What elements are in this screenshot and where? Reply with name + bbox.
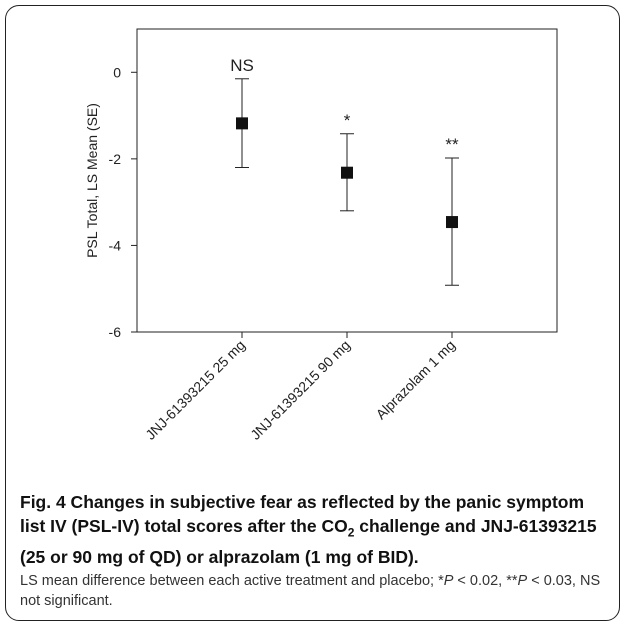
figure-caption: Fig. 4 Changes in subjective fear as ref… (20, 490, 610, 612)
figure-frame (5, 5, 620, 621)
x-tick-label: Alprazolam 1 mg (373, 337, 459, 423)
y-tick-label: -2 (109, 151, 122, 167)
caption-title: Fig. 4 Changes in subjective fear as ref… (20, 492, 597, 567)
data-point (236, 117, 248, 130)
significance-label: * (344, 111, 351, 130)
y-tick-label: -4 (109, 237, 122, 253)
data-point (446, 216, 458, 229)
significance-label: ** (445, 135, 459, 154)
x-tick-label: JNJ-61393215 25 mg (142, 337, 248, 443)
chart: 0 -2 -4 -6 PSL Total, LS Mean (SE) JNJ-613932… (84, 28, 558, 443)
data-point (341, 166, 353, 179)
y-tick-label: 0 (113, 64, 121, 80)
y-axis-title: PSL Total, LS Mean (SE) (84, 103, 100, 258)
x-tick-label: JNJ-61393215 90 mg (247, 337, 353, 443)
y-tick-label: -6 (109, 324, 122, 340)
caption-body: LS mean difference between each active t… (20, 572, 601, 610)
significance-label: NS (230, 56, 254, 75)
